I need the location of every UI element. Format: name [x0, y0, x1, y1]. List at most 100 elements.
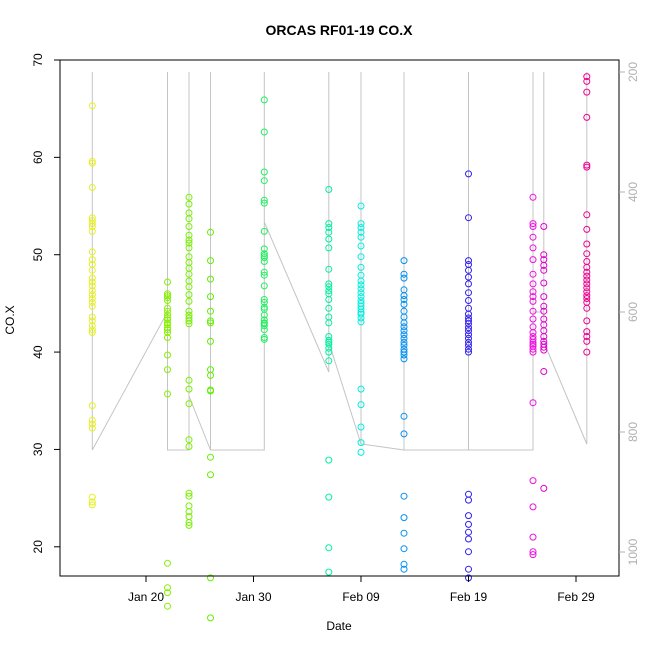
data-point [529, 477, 537, 485]
data-point [207, 337, 214, 345]
data-point [88, 329, 96, 337]
data-point [357, 224, 365, 231]
data-point [529, 399, 537, 407]
data-point [325, 287, 333, 295]
data-point [164, 324, 171, 332]
data-point [529, 288, 537, 296]
data-point [88, 298, 96, 306]
data-point [529, 293, 537, 301]
data-point [185, 385, 193, 393]
data-point [325, 544, 333, 552]
y-tick-label: 70 [31, 53, 45, 67]
data-point [529, 551, 537, 559]
data-point [529, 503, 537, 511]
chart-title: ORCAS RF01-19 CO.X [265, 22, 413, 38]
data-point [465, 280, 472, 288]
data-point [540, 261, 548, 269]
data-point [325, 319, 333, 327]
data-point [260, 303, 268, 311]
data-point [357, 233, 365, 241]
data-point [529, 348, 537, 356]
right-y-tick-label: 600 [626, 302, 640, 322]
data-point [260, 96, 268, 104]
data-point [400, 514, 408, 522]
data-point [260, 258, 268, 265]
data-point [164, 589, 171, 597]
data-point [529, 340, 537, 348]
data-point [88, 322, 96, 330]
data-point [465, 338, 472, 346]
data-point [88, 184, 96, 191]
data-point [260, 227, 268, 235]
data-point [400, 412, 408, 420]
data-point [583, 225, 591, 233]
data-point [357, 263, 365, 271]
data-point [583, 268, 591, 276]
series-flight-6 [325, 186, 333, 576]
data-point [325, 296, 333, 303]
data-point [400, 560, 408, 568]
data-point [529, 297, 537, 305]
data-point [88, 326, 96, 334]
x-tick-label: Feb 29 [557, 590, 595, 604]
data-point [465, 535, 472, 543]
data-point [465, 496, 472, 504]
data-point [260, 199, 268, 207]
data-point [325, 228, 333, 236]
data-point [325, 456, 333, 464]
data-point [185, 244, 193, 252]
data-point [540, 346, 548, 354]
data-point [529, 533, 537, 541]
data-point [357, 293, 365, 301]
data-point [325, 280, 333, 288]
data-point [357, 439, 365, 447]
data-point [357, 289, 365, 297]
y-axis-label: CO.X [3, 305, 17, 334]
y-tick-label: 20 [31, 540, 45, 554]
data-point [325, 340, 333, 348]
data-point [164, 311, 171, 319]
altitude-line [91, 72, 588, 451]
data-point [164, 602, 171, 610]
data-point [529, 233, 537, 241]
data-point [260, 168, 268, 176]
data-point [583, 211, 591, 219]
data-point [357, 314, 365, 322]
altitude-track [91, 72, 588, 451]
data-point [164, 584, 171, 592]
data-point [88, 223, 96, 230]
data-point [325, 304, 333, 312]
data-point [529, 548, 537, 556]
data-point [164, 304, 171, 312]
data-point [583, 272, 591, 280]
data-point [400, 565, 408, 573]
data-point [185, 376, 193, 384]
data-point [583, 288, 591, 296]
data-point [325, 336, 333, 344]
data-point [185, 231, 193, 239]
data-point [540, 302, 548, 310]
data-point [357, 448, 365, 456]
data-point [185, 521, 193, 529]
data-point [325, 224, 333, 231]
data-point [88, 278, 96, 286]
data-point [357, 242, 365, 250]
data-point [88, 220, 96, 228]
data-point [357, 285, 365, 293]
data-point [185, 200, 193, 208]
data-point [260, 271, 268, 279]
series-flight-11 [540, 223, 548, 492]
data-point [540, 368, 548, 375]
data-point [529, 335, 537, 343]
data-point [164, 307, 171, 315]
data-point [583, 328, 591, 336]
data-point [325, 283, 333, 291]
data-point [207, 453, 214, 461]
data-point [88, 498, 96, 506]
series-flight-8 [400, 257, 408, 573]
data-point [583, 304, 591, 312]
data-point [583, 113, 591, 121]
data-point [164, 278, 171, 286]
data-point [88, 248, 96, 256]
data-point [465, 273, 472, 281]
